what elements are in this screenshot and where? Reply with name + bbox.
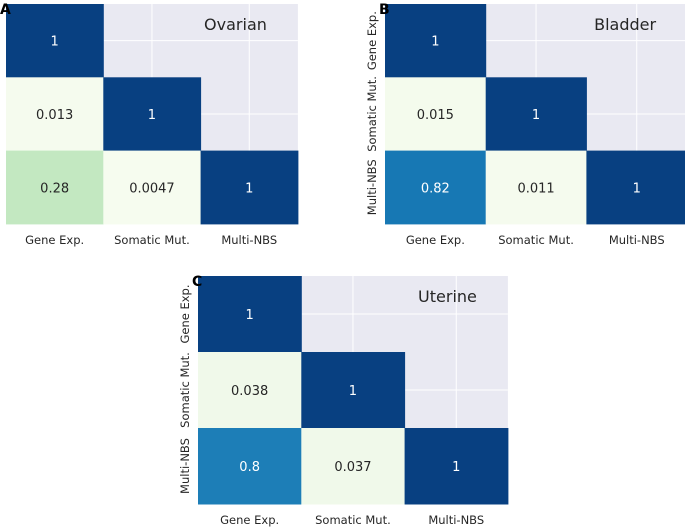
x-tick-label: Gene Exp.: [406, 233, 465, 247]
heatmap-cell: [586, 150, 685, 225]
heatmap-cell: [385, 4, 487, 78]
heatmap-cell: [404, 428, 509, 505]
panel-letter: C: [192, 274, 202, 290]
x-tick-label: Gene Exp.: [25, 233, 84, 247]
cell-value-label: 0.013: [36, 108, 73, 123]
heatmap-cell: [6, 77, 104, 152]
cell-value-label: 1: [532, 108, 540, 123]
x-tick-label: Somatic Mut.: [114, 233, 190, 247]
cell-value-label: 0.038: [231, 384, 268, 399]
cell-value-label: 1: [633, 181, 641, 196]
heatmap-cell: [198, 276, 302, 353]
cell-value-label: 1: [246, 308, 254, 323]
cell-value-label: 0.0047: [129, 181, 175, 196]
heatmap-cell: [103, 150, 202, 225]
y-tick-label: Gene Exp.: [365, 11, 379, 70]
cell-value-label: 0.037: [334, 460, 371, 475]
panel-letter: B: [379, 2, 390, 18]
cell-value-label: 1: [245, 181, 253, 196]
y-tick-label: Gene Exp.: [178, 284, 192, 343]
heatmap-cell: [6, 150, 104, 225]
heatmap-cell: [6, 4, 104, 78]
heatmap-cell: [103, 77, 202, 152]
cell-value-label: 1: [349, 384, 357, 399]
x-tick-label: Multi-NBS: [428, 513, 484, 527]
cell-value-label: 0.8: [239, 460, 260, 475]
panel-letter: A: [0, 2, 11, 18]
heatmap-cell: [485, 77, 587, 152]
heatmap-cell: [385, 77, 487, 152]
cell-value-label: 1: [51, 35, 59, 50]
heatmap-cell: [301, 428, 406, 505]
heatmap-cell: [485, 150, 587, 225]
x-tick-label: Multi-NBS: [609, 233, 665, 247]
heatmap-cell: [385, 150, 487, 225]
heatmap-cell: [301, 352, 406, 429]
x-tick-label: Somatic Mut.: [315, 513, 391, 527]
panel-title: Ovarian: [204, 15, 267, 34]
y-tick-label: Multi-NBS: [365, 159, 379, 215]
heatmap-cell: [200, 150, 299, 225]
y-tick-label: Multi-NBS: [178, 438, 192, 494]
cell-value-label: 0.015: [417, 108, 454, 123]
x-tick-label: Multi-NBS: [221, 233, 277, 247]
cell-value-label: 0.82: [421, 181, 450, 196]
cell-value-label: 1: [148, 108, 156, 123]
cell-value-label: 1: [431, 35, 439, 50]
heatmap-cell: [198, 428, 302, 505]
heatmap-panel-a: 1 0.013 1 0.28 0.0047 1 Ovarian A Gene Exp. Somat…: [0, 2, 299, 247]
cell-value-label: 0.011: [517, 181, 554, 196]
cell-value-label: 1: [452, 460, 460, 475]
x-tick-label: Somatic Mut.: [498, 233, 574, 247]
panel-title: Uterine: [418, 287, 477, 306]
x-tick-label: Gene Exp.: [220, 513, 279, 527]
heatmap-cell: [198, 352, 302, 429]
y-tick-label: Somatic Mut.: [365, 76, 379, 152]
cell-value-label: 0.28: [40, 181, 69, 196]
panel-title: Bladder: [594, 15, 656, 34]
y-tick-label: Somatic Mut.: [178, 352, 192, 428]
